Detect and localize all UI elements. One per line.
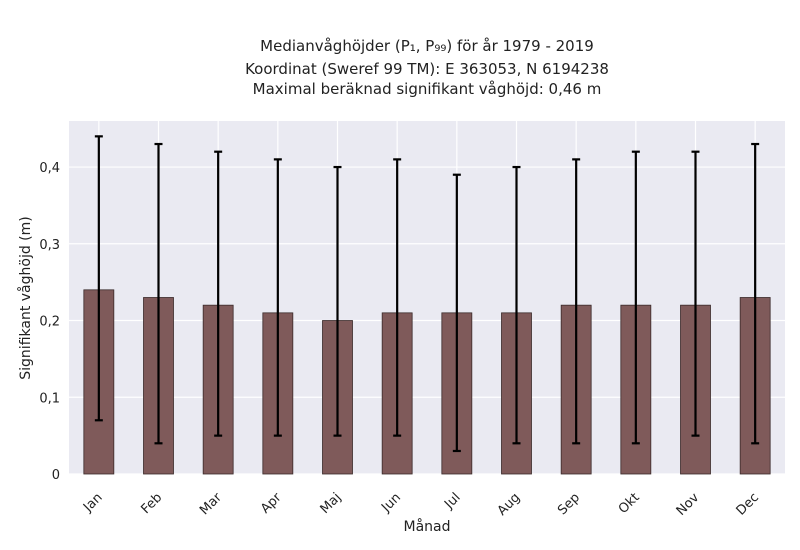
error-bar bbox=[94, 135, 103, 422]
x-tick-label: Mar bbox=[197, 490, 225, 518]
x-tick-label: Nov bbox=[674, 490, 703, 519]
x-tick-label: Sep bbox=[555, 490, 583, 518]
x-tick-label: Jan bbox=[80, 490, 105, 515]
error-bar bbox=[631, 150, 640, 445]
error-bar bbox=[154, 142, 163, 445]
chart-title-line-1: Medianvåghöjder (P₁, P₉₉) för år 1979 - … bbox=[260, 37, 594, 55]
error-bar bbox=[512, 165, 521, 445]
y-tick-label: 0 bbox=[52, 468, 60, 483]
error-bar bbox=[452, 173, 461, 453]
chart-title: Medianvåghöjder (P₁, P₉₉) för år 1979 - … bbox=[245, 37, 609, 98]
error-bar bbox=[751, 142, 760, 445]
x-axis-label: Månad bbox=[404, 518, 451, 535]
error-bar bbox=[691, 150, 700, 437]
chart-title-line-2: Koordinat (Sweref 99 TM): E 363053, N 61… bbox=[245, 60, 609, 78]
y-tick-label: 0,3 bbox=[39, 238, 60, 253]
error-bar bbox=[572, 158, 581, 445]
chart-title-line-3: Maximal beräknad signifikant våghöjd: 0,… bbox=[253, 80, 602, 98]
y-tick-label: 0,1 bbox=[39, 391, 60, 406]
error-bar bbox=[214, 150, 223, 437]
plot-area bbox=[69, 121, 785, 474]
y-tick-label: 0,4 bbox=[39, 161, 60, 176]
error-bars bbox=[94, 135, 760, 453]
x-tick-label: Aug bbox=[495, 490, 524, 519]
error-bar bbox=[273, 158, 282, 437]
x-tick-label: Dec bbox=[734, 490, 762, 518]
x-tick-label: Okt bbox=[616, 490, 643, 517]
x-tick-label: Jun bbox=[378, 490, 404, 516]
x-tick-label: Apr bbox=[258, 490, 285, 517]
error-bar bbox=[393, 158, 402, 437]
x-tick-label: Feb bbox=[138, 490, 165, 517]
y-axis-ticks: 0 0,1 0,2 0,3 0,4 bbox=[39, 161, 60, 483]
y-tick-label: 0,2 bbox=[39, 315, 60, 330]
x-tick-label: Jul bbox=[441, 490, 463, 512]
x-axis-ticks: Jan Feb Mar Apr Maj Jun Jul Aug Sep Okt Nov Dec bbox=[80, 490, 762, 519]
y-axis-label: Signifikant våghöjd (m) bbox=[17, 216, 34, 379]
x-tick-label: Maj bbox=[318, 490, 345, 517]
error-bar bbox=[333, 165, 342, 437]
